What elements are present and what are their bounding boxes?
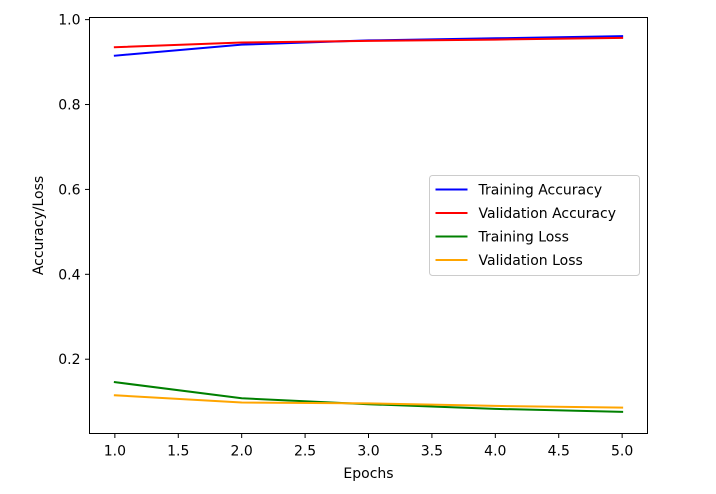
series-layer bbox=[113, 35, 624, 413]
x-axis-title: Epochs bbox=[343, 466, 393, 482]
y-tick-label: 0.6 bbox=[58, 182, 80, 198]
legend-label: Validation Accuracy bbox=[479, 206, 617, 222]
x-tick-label: 3.5 bbox=[421, 444, 443, 460]
y-tick-label: 0.4 bbox=[58, 267, 80, 283]
x-tick-label: 3.0 bbox=[357, 444, 379, 460]
legend-item-training-loss: Training Loss bbox=[435, 230, 569, 246]
legend-item-validation-accuracy: Validation Accuracy bbox=[435, 206, 617, 222]
x-tick-label: 4.5 bbox=[548, 444, 570, 460]
x-tick-label: 2.0 bbox=[231, 444, 253, 460]
y-tick-label: 1.0 bbox=[58, 13, 80, 29]
legend-label: Training Loss bbox=[478, 230, 569, 246]
x-tick-label: 1.5 bbox=[167, 444, 189, 460]
y-tick-label: 0.8 bbox=[58, 98, 80, 114]
legend: Training Accuracy Validation Accuracy Trai… bbox=[429, 175, 640, 276]
y-axis-title: Accuracy/Loss bbox=[31, 176, 47, 275]
legend-item-validation-loss: Validation Loss bbox=[435, 253, 583, 269]
legend-label: Validation Loss bbox=[479, 253, 583, 269]
x-tick-label: 5.0 bbox=[611, 444, 633, 460]
x-tick-label: 1.0 bbox=[104, 444, 126, 460]
legend-item-training-accuracy: Training Accuracy bbox=[435, 183, 603, 199]
y-axis: 0.2 0.4 0.6 0.8 1.0 bbox=[58, 13, 90, 368]
legend-label: Training Accuracy bbox=[478, 183, 603, 199]
x-tick-label: 4.0 bbox=[484, 444, 506, 460]
series-validation-loss bbox=[113, 394, 624, 409]
x-tick-label: 2.5 bbox=[294, 444, 316, 460]
x-axis: 1.0 1.5 2.0 2.5 3.0 3.5 4.0 4.5 5.0 bbox=[104, 433, 633, 460]
legend-frame bbox=[429, 175, 640, 276]
series-validation-accuracy bbox=[113, 36, 624, 49]
y-tick-label: 0.2 bbox=[58, 352, 80, 368]
